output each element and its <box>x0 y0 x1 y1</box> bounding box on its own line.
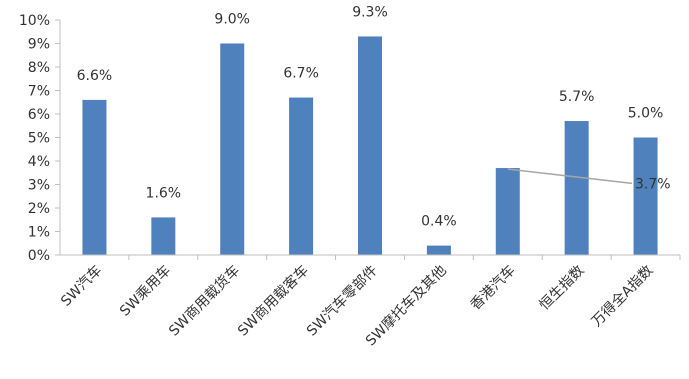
category-label: SW商用载客车 <box>234 262 312 340</box>
category-label: SW汽车 <box>57 262 105 310</box>
leader-line <box>507 168 633 185</box>
category-label: SW汽车零部件 <box>303 262 381 340</box>
category-label: 恒生指数 <box>537 263 588 314</box>
data-labels: 6.6% 1.6% 9.0% 6.7% 9.3% 0.4% 3.7% 5.7% 5.0% <box>77 4 671 229</box>
bar <box>426 245 451 255</box>
y-tick-label: 5% <box>28 131 50 147</box>
data-label: 0.4% <box>421 214 457 230</box>
data-label: 9.3% <box>352 4 388 20</box>
y-tick-label: 8% <box>28 60 50 76</box>
bar <box>82 99 107 256</box>
data-label: 5.0% <box>628 106 664 122</box>
data-label: 6.7% <box>283 66 319 82</box>
y-tick-label: 9% <box>28 37 50 53</box>
bar <box>495 168 520 255</box>
y-tick-label: 3% <box>28 178 50 194</box>
y-tick-label: 1% <box>28 225 50 241</box>
bars <box>82 36 658 256</box>
category-label: SW乘用车 <box>116 262 174 320</box>
bar <box>151 217 176 255</box>
y-tick-label: 10% <box>19 13 50 29</box>
y-axis: 0% 1% 2% 3% 4% 5% 6% 7% 8% 9% 10% <box>19 13 61 264</box>
y-tick-label: 7% <box>28 84 50 100</box>
bar <box>289 97 314 255</box>
data-label: 3.7% <box>635 176 671 192</box>
category-label: SW商用载货车 <box>165 262 243 340</box>
bar <box>358 36 382 256</box>
bar <box>564 121 589 255</box>
y-tick-label: 4% <box>28 154 50 170</box>
y-tick-label: 6% <box>28 107 50 123</box>
data-label: 6.6% <box>77 68 113 84</box>
bar <box>220 43 245 255</box>
y-tick-label: 0% <box>28 248 50 264</box>
data-label: 9.0% <box>214 12 250 28</box>
category-label: 万得全A指数 <box>588 262 656 330</box>
y-tick-label: 2% <box>28 201 50 217</box>
data-label: 1.6% <box>146 185 182 201</box>
data-label: 5.7% <box>559 89 595 105</box>
bar <box>633 137 658 255</box>
category-label: 香港汽车 <box>467 262 519 314</box>
